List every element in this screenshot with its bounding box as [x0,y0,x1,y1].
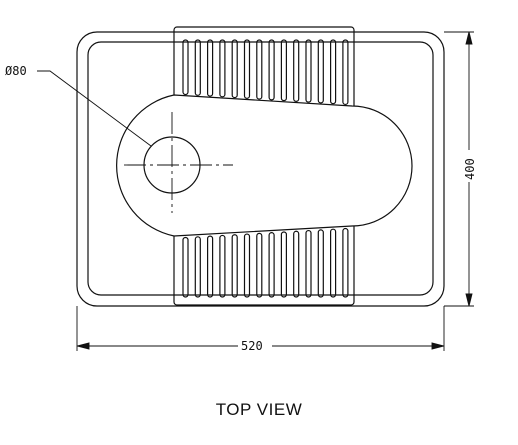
groove-top-11 [305,39,312,103]
groove-top-7 [256,39,263,100]
groove-top-4 [219,39,226,98]
groove-bottom-9 [280,231,287,298]
groove-top-3 [207,39,214,97]
groove-bottom-4 [219,234,226,298]
groove-bottom-8 [268,232,275,298]
groove-top-14 [342,39,349,106]
width-dimension-label: 520 [241,339,263,353]
groove-bottom-3 [207,235,214,298]
groove-top-5 [231,39,238,99]
groove-bottom-7 [256,232,263,298]
view-caption: TOP VIEW [215,400,303,419]
groove-top-13 [330,39,337,105]
bowl-outline [116,94,413,237]
pan-inner-outline [87,41,434,296]
width-dimension [76,306,445,351]
groove-bottom-14 [342,227,349,298]
groove-top-10 [293,39,300,102]
groove-top-8 [268,39,275,101]
groove-bottom-12 [317,229,324,298]
groove-bottom-2 [194,236,201,298]
groove-top-12 [317,39,324,104]
groove-bottom-13 [330,228,337,298]
height-dimension-label: 400 [463,158,477,180]
hole-diameter-label: Ø80 [5,64,27,78]
groove-bottom-5 [231,234,238,298]
foot-grooves [182,39,349,298]
pan-outer-outline [76,31,445,307]
groove-bottom-1 [182,236,189,298]
groove-bottom-11 [305,229,312,298]
groove-top-9 [280,39,287,102]
groove-top-2 [194,39,201,96]
groove-bottom-10 [293,230,300,298]
height-dimension [444,31,474,307]
groove-bottom-6 [243,233,251,298]
center-lines [124,112,233,213]
groove-top-1 [182,39,189,96]
hole-leader [37,70,152,147]
groove-top-6 [243,39,251,99]
